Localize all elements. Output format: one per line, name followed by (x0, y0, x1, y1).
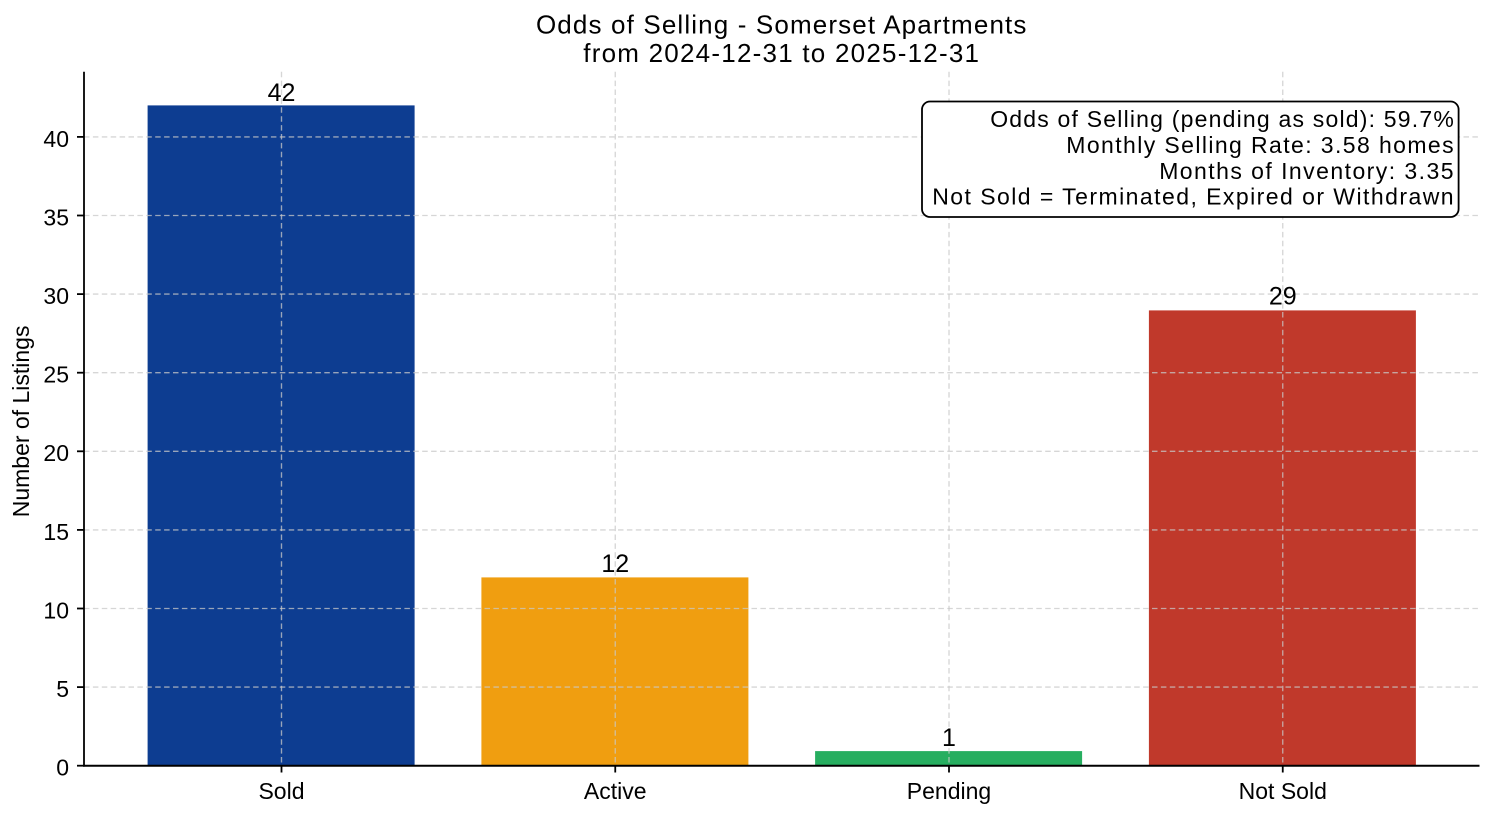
svg-text:Odds of Selling (pending as so: Odds of Selling (pending as sold): 59.7% (990, 106, 1455, 132)
svg-text:5: 5 (56, 676, 69, 702)
svg-text:from 2024-12-31 to 2025-12-31: from 2024-12-31 to 2025-12-31 (583, 38, 980, 68)
svg-text:12: 12 (601, 550, 629, 578)
svg-text:20: 20 (43, 440, 69, 466)
svg-text:35: 35 (43, 204, 69, 230)
svg-text:Months of Inventory: 3.35: Months of Inventory: 3.35 (1159, 158, 1455, 184)
svg-text:Pending: Pending (907, 778, 991, 804)
svg-text:30: 30 (43, 283, 69, 309)
svg-text:1: 1 (942, 724, 956, 752)
svg-text:10: 10 (43, 597, 69, 623)
svg-text:25: 25 (43, 362, 69, 388)
svg-text:42: 42 (268, 79, 296, 107)
svg-text:40: 40 (43, 126, 69, 152)
svg-text:Sold: Sold (258, 778, 304, 804)
svg-text:Monthly Selling Rate: 3.58 hom: Monthly Selling Rate: 3.58 homes (1066, 132, 1455, 158)
svg-text:Active: Active (584, 778, 647, 804)
svg-text:Not Sold = Terminated, Expired: Not Sold = Terminated, Expired or Withdr… (932, 184, 1455, 210)
svg-text:29: 29 (1269, 283, 1297, 311)
svg-text:Number of Listings: Number of Listings (8, 326, 34, 518)
svg-text:15: 15 (43, 519, 69, 545)
svg-text:0: 0 (56, 755, 69, 781)
svg-text:Not Sold: Not Sold (1239, 778, 1327, 804)
svg-text:Odds of Selling - Somerset Apa: Odds of Selling - Somerset Apartments (536, 10, 1028, 40)
